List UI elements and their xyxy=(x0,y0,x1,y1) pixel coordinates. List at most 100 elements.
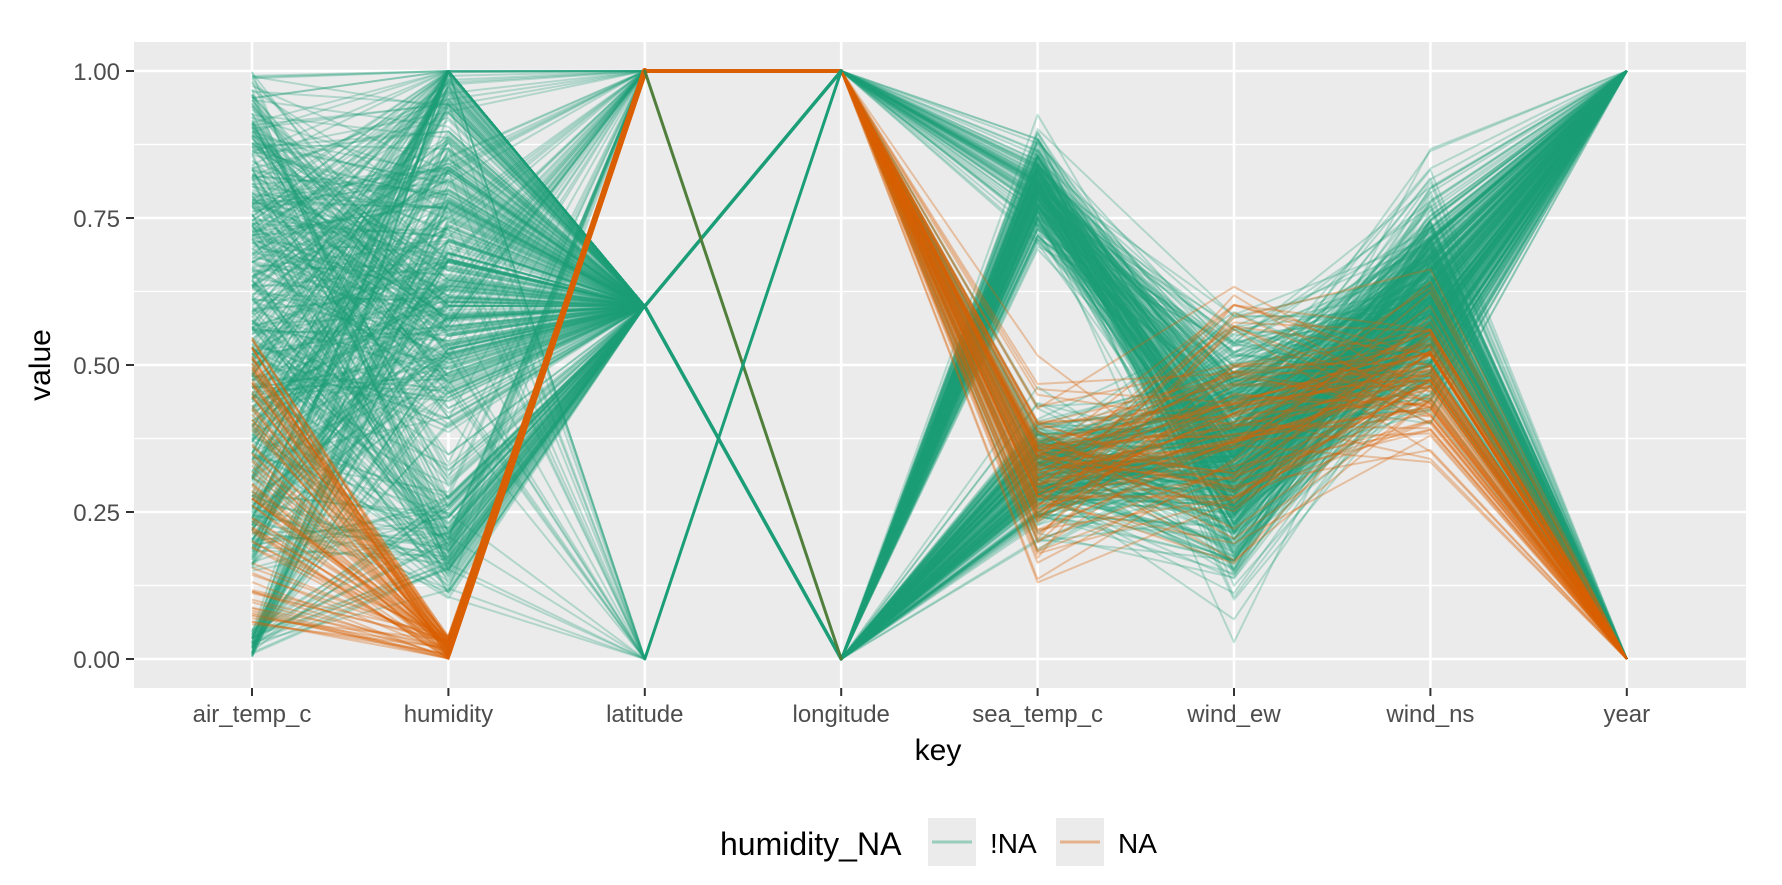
series-line-inna xyxy=(251,70,1628,660)
series-line-inna xyxy=(251,70,1628,469)
series-line-inna xyxy=(251,70,1628,432)
series-line-inna xyxy=(251,70,1628,660)
series-line-inna xyxy=(251,70,1628,660)
y-tick-label: 0.25 xyxy=(73,500,120,527)
dense-segment xyxy=(445,68,648,657)
series-line-inna xyxy=(251,155,1628,660)
series-line-na xyxy=(251,70,1628,660)
series-line-inna xyxy=(251,280,1628,660)
series-line-inna xyxy=(251,70,1628,660)
series-line-inna xyxy=(251,70,1628,660)
series-line-na xyxy=(251,70,1628,660)
series-line-inna xyxy=(251,70,1628,495)
series-line-inna xyxy=(251,190,1628,660)
series-line-inna xyxy=(251,70,1628,450)
series-line-inna xyxy=(251,70,1628,660)
series-line-inna xyxy=(251,70,1628,660)
series-line-inna xyxy=(251,70,1628,660)
series-line-inna xyxy=(251,70,1628,660)
series-line-inna xyxy=(251,70,1628,660)
series-line-inna xyxy=(251,305,1628,660)
series-line-inna xyxy=(251,70,1628,660)
series-line-inna xyxy=(251,70,1628,660)
series-line-inna xyxy=(251,70,1628,660)
series-line-inna xyxy=(251,234,1628,660)
series-line-inna xyxy=(251,70,1628,660)
series-line-inna xyxy=(251,70,1628,660)
series-line-inna xyxy=(251,70,1628,660)
series-line-inna xyxy=(251,141,1628,660)
series-line-inna xyxy=(251,70,1628,660)
series-line-inna xyxy=(251,70,1628,660)
series-line-inna xyxy=(251,70,1628,660)
series-line-inna xyxy=(251,70,1628,660)
series-line-inna xyxy=(251,70,1628,660)
series-line-inna xyxy=(251,70,1628,660)
series-line-inna xyxy=(251,70,1628,660)
series-line-inna xyxy=(251,213,1628,660)
series-line-inna xyxy=(251,70,1628,660)
series-line-inna xyxy=(251,70,1628,660)
series-line-inna xyxy=(251,75,1628,660)
series-line-inna xyxy=(251,70,1628,660)
series-line-inna xyxy=(251,70,1628,660)
series-line-inna xyxy=(251,70,1628,660)
series-line-inna xyxy=(251,70,1628,660)
y-tick-label: 0.75 xyxy=(73,206,120,233)
series-line-na xyxy=(251,70,1628,660)
series-line-inna xyxy=(251,70,1628,660)
series-line-inna xyxy=(251,216,1628,660)
series-line-inna xyxy=(251,70,1628,553)
series-line-inna xyxy=(251,202,1628,660)
series-line-inna xyxy=(251,112,1628,660)
series-line-inna xyxy=(251,70,1628,660)
series-line-na xyxy=(251,70,1628,660)
legend-title: humidity_NA xyxy=(720,826,902,862)
series-line-inna xyxy=(251,70,1628,660)
series-line-inna xyxy=(251,70,1628,500)
series-line-inna xyxy=(251,201,1628,660)
series-line-inna xyxy=(251,89,1628,660)
series-line-inna xyxy=(251,70,1628,660)
series-line-inna xyxy=(251,172,1628,660)
series-line-inna xyxy=(251,70,1628,660)
series-line-inna xyxy=(251,70,1628,660)
series-line-inna xyxy=(251,70,1628,512)
series-line-inna xyxy=(251,73,1628,660)
series-line-inna xyxy=(251,70,1628,660)
series-line-inna xyxy=(251,70,1628,660)
series-line-inna xyxy=(251,70,1628,660)
series-line-inna xyxy=(251,70,1628,660)
series-line-inna xyxy=(251,70,1628,660)
series-line-inna xyxy=(251,70,1628,660)
series-line-inna xyxy=(251,305,1628,660)
series-line-inna xyxy=(251,70,1628,660)
series-line-inna xyxy=(251,70,1628,660)
series-line-inna xyxy=(251,70,1628,660)
series-line-inna xyxy=(251,70,1628,660)
series-line-inna xyxy=(251,70,1628,660)
series-line-inna xyxy=(251,70,1628,660)
series-line-inna xyxy=(251,305,1628,660)
series-line-inna xyxy=(251,305,1628,660)
series-line-na xyxy=(251,70,1628,660)
series-line-inna xyxy=(251,70,1628,660)
series-line-inna xyxy=(251,173,1628,660)
series-line-inna xyxy=(251,70,1628,561)
series-line-inna xyxy=(251,70,1628,660)
series-line-inna xyxy=(251,70,1628,660)
series-line-inna xyxy=(251,70,1628,660)
series-line-inna xyxy=(251,70,1628,660)
series-line-inna xyxy=(251,190,1628,660)
series-line-inna xyxy=(251,70,1628,660)
series-line-inna xyxy=(251,70,1628,660)
series-line-inna xyxy=(251,70,1628,660)
series-line-inna xyxy=(251,70,1628,660)
series-line-inna xyxy=(251,70,1628,454)
series-line-inna xyxy=(251,70,1628,660)
series-line-inna xyxy=(251,70,1628,660)
series-line-inna xyxy=(251,70,1628,660)
series-line-inna xyxy=(251,70,1628,660)
series-line-na xyxy=(251,70,1628,660)
series-line-inna xyxy=(251,237,1628,660)
